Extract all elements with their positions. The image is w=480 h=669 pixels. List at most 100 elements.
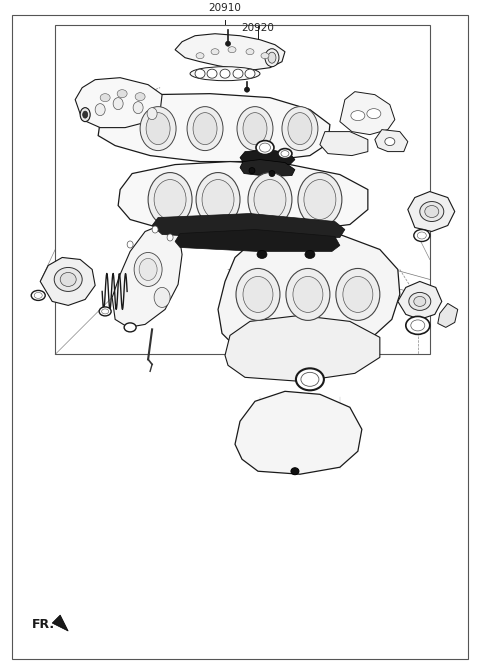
- Ellipse shape: [261, 53, 269, 59]
- Ellipse shape: [60, 272, 76, 286]
- Ellipse shape: [233, 69, 243, 78]
- Ellipse shape: [243, 112, 267, 145]
- Ellipse shape: [265, 49, 279, 67]
- Ellipse shape: [127, 241, 133, 248]
- Polygon shape: [240, 150, 295, 167]
- Ellipse shape: [411, 320, 425, 331]
- Ellipse shape: [83, 111, 88, 118]
- Ellipse shape: [190, 67, 260, 81]
- Ellipse shape: [367, 108, 381, 118]
- Polygon shape: [98, 94, 330, 162]
- Ellipse shape: [298, 173, 342, 227]
- Ellipse shape: [146, 112, 170, 145]
- Ellipse shape: [154, 179, 186, 219]
- Ellipse shape: [134, 252, 162, 286]
- Ellipse shape: [244, 87, 250, 92]
- Ellipse shape: [278, 149, 292, 159]
- Polygon shape: [175, 33, 285, 70]
- Polygon shape: [40, 258, 95, 306]
- Ellipse shape: [260, 143, 270, 152]
- Ellipse shape: [301, 373, 319, 386]
- Polygon shape: [240, 160, 295, 177]
- Polygon shape: [225, 315, 380, 381]
- Bar: [55, 25, 430, 355]
- Polygon shape: [112, 225, 182, 327]
- Ellipse shape: [124, 323, 136, 332]
- Ellipse shape: [220, 69, 230, 78]
- Ellipse shape: [95, 104, 105, 116]
- Polygon shape: [375, 130, 408, 152]
- Ellipse shape: [425, 205, 439, 217]
- Ellipse shape: [187, 106, 223, 151]
- Ellipse shape: [196, 173, 240, 227]
- Ellipse shape: [406, 316, 430, 334]
- Text: FR.: FR.: [32, 617, 55, 631]
- Ellipse shape: [343, 276, 373, 312]
- Ellipse shape: [293, 276, 323, 312]
- Polygon shape: [175, 229, 340, 252]
- Ellipse shape: [154, 288, 170, 308]
- Ellipse shape: [140, 106, 176, 151]
- Polygon shape: [340, 92, 395, 134]
- Ellipse shape: [236, 268, 280, 320]
- Ellipse shape: [281, 151, 289, 157]
- Ellipse shape: [133, 102, 143, 114]
- Ellipse shape: [147, 108, 157, 120]
- Polygon shape: [235, 391, 362, 474]
- Ellipse shape: [100, 94, 110, 102]
- Ellipse shape: [117, 90, 127, 98]
- Ellipse shape: [256, 140, 274, 155]
- Polygon shape: [398, 282, 442, 319]
- Polygon shape: [320, 132, 368, 156]
- Polygon shape: [438, 304, 458, 327]
- Ellipse shape: [167, 234, 173, 241]
- Ellipse shape: [211, 49, 219, 55]
- Ellipse shape: [296, 369, 324, 390]
- Ellipse shape: [414, 229, 430, 242]
- Ellipse shape: [248, 173, 292, 227]
- Ellipse shape: [237, 106, 273, 151]
- Ellipse shape: [113, 98, 123, 110]
- Polygon shape: [118, 162, 368, 233]
- Ellipse shape: [286, 268, 330, 320]
- Ellipse shape: [54, 268, 82, 292]
- Ellipse shape: [207, 69, 217, 78]
- Ellipse shape: [139, 258, 157, 280]
- Ellipse shape: [351, 110, 365, 120]
- Ellipse shape: [336, 268, 380, 320]
- Polygon shape: [152, 213, 345, 240]
- Ellipse shape: [420, 201, 444, 221]
- Ellipse shape: [414, 296, 426, 306]
- Ellipse shape: [31, 290, 45, 300]
- Polygon shape: [408, 191, 455, 231]
- Text: 20910: 20910: [209, 3, 241, 13]
- Ellipse shape: [257, 250, 267, 258]
- Ellipse shape: [269, 171, 275, 177]
- Ellipse shape: [268, 52, 276, 63]
- Ellipse shape: [102, 309, 108, 314]
- Ellipse shape: [305, 250, 315, 258]
- Ellipse shape: [80, 108, 90, 122]
- Ellipse shape: [193, 112, 217, 145]
- Ellipse shape: [196, 53, 204, 59]
- Ellipse shape: [282, 106, 318, 151]
- Polygon shape: [75, 78, 162, 128]
- Ellipse shape: [226, 41, 230, 46]
- Ellipse shape: [246, 49, 254, 55]
- Ellipse shape: [195, 69, 205, 78]
- Ellipse shape: [291, 468, 299, 475]
- Ellipse shape: [243, 276, 273, 312]
- Text: 20920: 20920: [241, 23, 275, 33]
- Ellipse shape: [254, 179, 286, 219]
- Ellipse shape: [152, 226, 158, 233]
- Ellipse shape: [417, 232, 426, 239]
- Ellipse shape: [99, 307, 111, 316]
- Ellipse shape: [245, 69, 255, 78]
- Ellipse shape: [135, 92, 145, 100]
- Polygon shape: [218, 229, 400, 355]
- Ellipse shape: [148, 173, 192, 227]
- Ellipse shape: [202, 179, 234, 219]
- Ellipse shape: [288, 112, 312, 145]
- Ellipse shape: [409, 292, 431, 310]
- Ellipse shape: [34, 292, 42, 298]
